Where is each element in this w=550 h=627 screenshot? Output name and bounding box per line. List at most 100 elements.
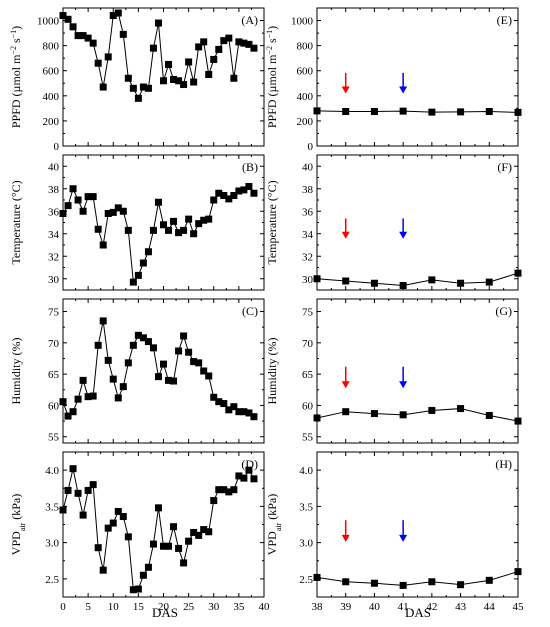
data-point [79,207,87,215]
arrow-head [341,86,350,94]
y-axis-label-part: Temperature (°C) [9,180,23,264]
plot-frame [316,7,519,147]
x-tick-label: 40 [369,601,381,613]
data-point [245,409,253,417]
data-point [170,217,178,225]
y-tick-label: 0 [308,141,314,153]
data-point [250,413,258,421]
data-point [230,486,238,494]
data-point [114,507,122,515]
x-axis-label-left: DAS [152,605,178,620]
y-tick-label: 75 [48,307,60,319]
x-tick-label: 30 [208,601,220,613]
data-point [165,376,173,384]
panel-d: 2.5 3.0 3.5 4.0 0 5 10 15 20 25 30 35 40 VPDair (kPa)… [9,451,270,613]
data-point [457,279,465,287]
data-point [94,544,102,552]
data-point [514,417,522,425]
data-point [124,226,132,234]
data-point [215,45,223,53]
panel-h: 2.5 3.0 3.5 4.0 38 39 40 41 42 43 44 45 VPDair (kPa)… [265,451,524,613]
data-point [185,58,193,66]
data-point [245,183,253,190]
arrow-head [341,534,350,542]
y-tick-label: 36 [48,206,60,218]
data-point [240,39,248,47]
data-point [200,526,208,534]
y-axis-label-part: −2 [265,46,274,55]
y-axis-label: Humidity (%) [9,338,23,405]
data-point [99,241,107,249]
data-point [235,408,243,416]
data-point [144,84,152,92]
data-point [99,83,107,91]
x-tick-label: 20 [158,601,170,613]
y-axis-label-part: −1 [265,30,274,39]
data-point [210,55,218,63]
data-point [170,523,178,531]
data-point [225,34,233,42]
y-axis-label-part: Humidity (%) [9,338,23,405]
data-point [190,230,198,238]
y-axis-label-part: ) [265,26,279,30]
y-tick-label: 0 [54,141,60,153]
y-tick-label: 30 [302,274,314,286]
data-point [154,373,162,381]
data-point [59,398,67,406]
data-point [89,481,97,489]
data-point [313,275,321,283]
y-tick-label: 200 [43,116,60,128]
y-tick-label: 60 [302,400,314,412]
data-point [185,348,193,356]
data-point [225,488,233,496]
data-point [144,338,152,346]
data-point [220,400,228,408]
y-axis-label-part: VPD [9,531,23,555]
plot-frame [316,451,519,598]
data-point [250,44,258,52]
data-point [180,332,188,340]
y-tick-label: 2.5 [45,574,59,586]
x-tick-label: 5 [85,601,91,613]
data-point [59,210,67,217]
x-tick-label: 42 [426,601,437,613]
y-axis-label-part: −2 [9,46,18,55]
y-tick-label: 4.0 [45,465,59,477]
data-point [139,334,147,342]
data-point [69,185,77,193]
y-axis-label-part: s [9,38,23,46]
data-point [104,524,112,532]
panel-label: (H) [495,457,512,471]
data-point [79,32,87,40]
panel-c: 55 60 65 70 75 Humidity (%) (C) [9,298,265,444]
arrow-head [341,231,350,239]
data-point [399,107,407,115]
y-tick-label: 60 [48,400,60,412]
panel-f: 30 32 34 36 38 40 Temperature (°C) (F) [265,154,522,291]
data-point [428,406,436,414]
y-tick-label: 34 [302,229,314,241]
data-point [210,497,218,505]
y-tick-label: 70 [48,338,60,350]
data-point [114,9,122,17]
y-axis-label: PPFD (µmol m−2 s−1) [9,26,24,128]
y-axis-label-part: PPFD (µmol m [9,54,23,128]
y-tick-label: 38 [302,184,314,196]
data-point [114,394,122,402]
data-point [124,74,132,82]
x-tick-label: 10 [108,601,120,613]
data-point [94,225,102,233]
data-point [114,204,122,212]
x-axis-label-right: DAS [405,605,431,620]
data-point [245,466,253,474]
y-axis-label-part: s [265,38,279,46]
data-point [139,259,147,267]
y-axis-label: Temperature (°C) [265,180,279,264]
y-tick-label: 2.5 [299,574,313,586]
panel-label: (C) [242,304,258,318]
series-line [316,408,519,422]
data-point [457,581,465,589]
x-tick-label: 41 [398,601,409,613]
data-point [64,202,72,210]
data-point [225,195,233,203]
